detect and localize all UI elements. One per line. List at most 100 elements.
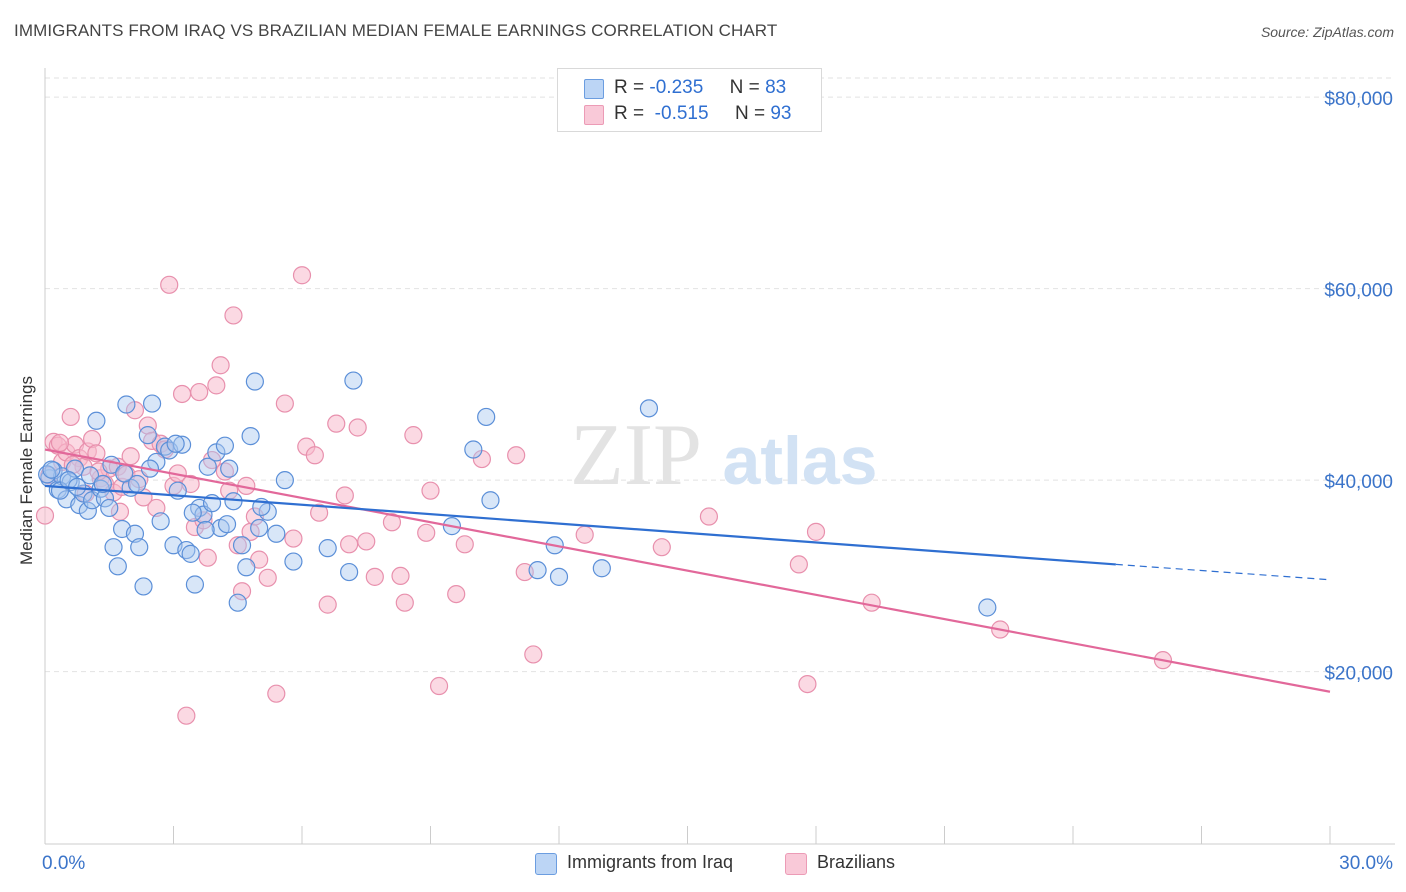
data-point-brazil: [190, 382, 209, 402]
trend-line-iraq-extension: [1115, 563, 1331, 581]
data-point-iraq: [125, 524, 145, 543]
data-point-iraq: [80, 466, 100, 485]
data-point-iraq: [464, 440, 483, 459]
data-point-brazil: [207, 376, 226, 395]
data-point-iraq: [138, 426, 157, 445]
data-point-brazil: [652, 538, 671, 557]
data-point-brazil: [61, 407, 80, 427]
legend-swatch-brazil: [584, 105, 604, 125]
legend-n-value: 83: [765, 77, 787, 98]
data-point-iraq: [215, 436, 234, 455]
trend-line-iraq: [44, 484, 1116, 566]
chart-title: IMMIGRANTS FROM IRAQ VS BRAZILIAN MEDIAN…: [14, 21, 778, 40]
data-point-brazil: [798, 674, 817, 694]
data-point-brazil: [335, 486, 354, 505]
data-point-brazil: [232, 582, 252, 601]
data-point-iraq: [217, 515, 237, 534]
axes: [44, 68, 1395, 845]
data-point-brazil: [198, 548, 217, 567]
y-axis-label: Median Female Earnings: [17, 376, 36, 565]
legend-n-label: N =: [729, 77, 760, 98]
x-tick-label-min: 0.0%: [42, 853, 85, 874]
data-point-brazil: [224, 306, 243, 325]
data-point-iraq: [151, 512, 170, 531]
data-point-brazil: [35, 506, 55, 525]
data-point-iraq: [117, 395, 136, 414]
data-point-iraq: [108, 557, 127, 576]
data-point-brazil: [789, 555, 808, 574]
legend-swatch-brazil: [785, 853, 807, 875]
data-point-iraq: [318, 539, 337, 558]
data-point-iraq: [220, 459, 239, 478]
data-point-brazil: [50, 433, 70, 452]
data-point-iraq: [978, 598, 997, 617]
y-tick-label: $80,000: [1324, 89, 1393, 110]
x-tick-label-max: 30.0%: [1339, 853, 1393, 874]
y-tick-label: $60,000: [1324, 281, 1393, 302]
data-point-iraq: [87, 411, 106, 430]
data-point-brazil: [292, 266, 312, 285]
data-point-iraq: [340, 562, 359, 582]
data-point-iraq: [237, 558, 256, 577]
data-point-brazil: [862, 593, 881, 612]
data-point-iraq: [232, 536, 252, 555]
data-point-iraq: [549, 567, 569, 586]
series-iraq: [38, 371, 997, 617]
data-point-brazil: [310, 503, 329, 522]
data-point-iraq: [344, 371, 363, 390]
data-point-brazil: [357, 532, 376, 551]
data-point-iraq: [477, 407, 496, 427]
data-point-iraq: [481, 491, 500, 510]
data-point-brazil: [211, 356, 230, 375]
legend-r-label: R =: [614, 103, 645, 124]
data-point-brazil: [305, 446, 324, 465]
data-point-brazil: [267, 684, 286, 703]
y-tick-label: $20,000: [1324, 664, 1393, 685]
tick-labels: $20,000 $40,000 $60,000 $80,000 0.0% 30.0%: [42, 89, 1393, 874]
data-point-brazil: [340, 535, 359, 554]
data-point-brazil: [348, 418, 367, 437]
data-point-iraq: [134, 577, 153, 596]
data-point-iraq: [130, 538, 149, 557]
data-point-iraq: [267, 524, 286, 543]
data-point-brazil: [447, 584, 466, 604]
data-point-brazil: [395, 593, 414, 612]
y-tick-label: $40,000: [1324, 472, 1393, 493]
watermark-atlas: atlas: [723, 423, 878, 499]
data-point-iraq: [245, 372, 264, 391]
data-point-iraq: [166, 434, 185, 453]
data-point-iraq: [250, 518, 269, 538]
data-point-iraq: [181, 544, 200, 563]
data-point-iraq: [275, 471, 294, 490]
data-point-iraq: [93, 474, 112, 494]
data-point-brazil: [327, 414, 346, 433]
data-point-brazil: [404, 426, 423, 445]
data-point-iraq: [284, 552, 303, 571]
trend-lines: [44, 448, 1331, 693]
data-point-iraq: [172, 435, 192, 454]
data-point-brazil: [455, 535, 474, 554]
legend-swatch-iraq: [584, 79, 604, 99]
data-point-brazil: [228, 536, 247, 555]
data-point-brazil: [121, 447, 140, 466]
data-point-brazil: [806, 522, 826, 541]
data-point-brazil: [160, 275, 179, 294]
data-point-iraq: [185, 575, 205, 594]
data-point-brazil: [575, 525, 594, 544]
data-point-iraq: [196, 520, 215, 540]
data-point-brazil: [284, 529, 303, 548]
legend-n-label: N =: [734, 103, 766, 124]
data-point-brazil: [147, 498, 166, 518]
data-point-iraq: [142, 394, 162, 413]
data-point-brazil: [421, 481, 440, 500]
data-point-brazil: [365, 567, 384, 586]
data-point-iraq: [592, 559, 611, 578]
legend-label-iraq: Immigrants from Iraq: [567, 852, 734, 872]
legend-r-value: -0.515: [654, 103, 709, 124]
data-point-brazil: [177, 706, 196, 725]
legend-n-value: 93: [770, 103, 792, 124]
source-credit: Source: ZipAtlas.com: [1260, 24, 1394, 40]
series-brazilians: [35, 266, 1173, 725]
data-point-iraq: [241, 427, 260, 446]
